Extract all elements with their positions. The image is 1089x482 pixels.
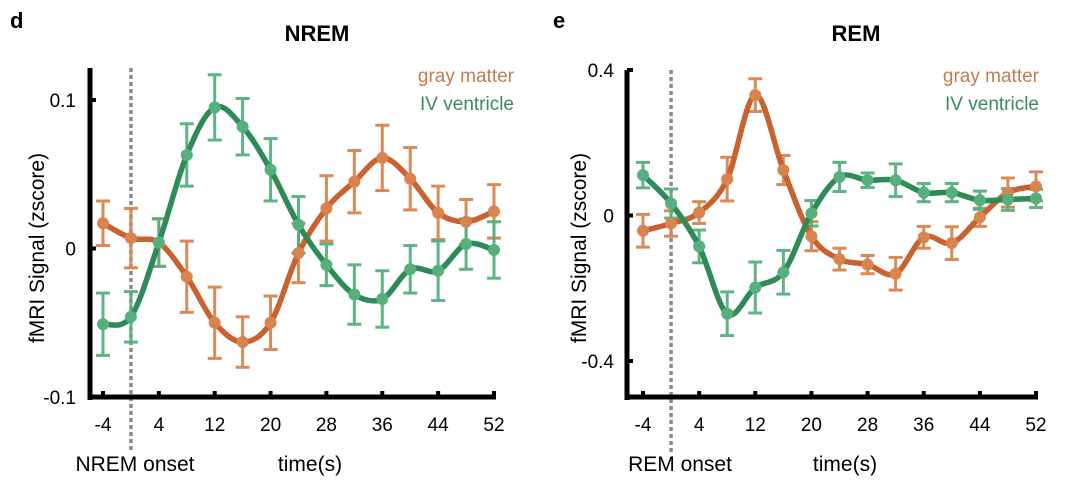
x-tick-label: 52 [1025, 415, 1046, 436]
y-tick-label: 0.1 [50, 91, 76, 112]
data-point-gray-matter [833, 253, 846, 266]
data-point-gray-matter [97, 217, 109, 230]
x-tick-label: 12 [204, 415, 225, 436]
x-tick-label: 4 [694, 415, 705, 436]
data-point-iv-ventricle [805, 207, 818, 220]
data-point-iv-ventricle [124, 310, 137, 323]
data-point-iv-ventricle [97, 318, 109, 331]
data-point-iv-ventricle [348, 288, 361, 301]
x-tick-label: 28 [857, 415, 878, 436]
data-point-iv-ventricle [1030, 192, 1042, 205]
x-axis-label: time(s) [278, 453, 342, 476]
data-point-iv-ventricle [236, 120, 249, 133]
data-point-iv-ventricle [917, 186, 930, 199]
data-point-gray-matter [376, 151, 389, 164]
x-tick-label: 52 [483, 415, 504, 436]
data-point-iv-ventricle [861, 174, 874, 187]
data-point-iv-ventricle [320, 258, 333, 271]
data-point-gray-matter [236, 336, 249, 349]
data-point-iv-ventricle [889, 174, 902, 187]
data-point-iv-ventricle [973, 194, 986, 207]
data-point-gray-matter [973, 211, 986, 224]
data-point-gray-matter [749, 89, 762, 102]
data-point-iv-ventricle [432, 264, 445, 277]
x-tick-label: 20 [260, 415, 281, 436]
x-tick-label: -4 [95, 415, 112, 436]
data-point-iv-ventricle [693, 240, 706, 253]
data-point-gray-matter [777, 164, 790, 177]
data-point-iv-ventricle [1001, 193, 1014, 206]
data-point-iv-ventricle [777, 266, 790, 279]
x-axis-label: time(s) [813, 453, 877, 476]
x-tick-label: 44 [428, 415, 450, 436]
data-point-gray-matter [208, 316, 221, 329]
data-point-gray-matter [124, 232, 137, 245]
data-point-gray-matter [488, 205, 500, 218]
data-point-gray-matter [348, 175, 361, 188]
data-point-iv-ventricle [292, 218, 305, 231]
data-point-gray-matter [917, 231, 930, 244]
panel-letter: e [553, 8, 565, 33]
data-point-iv-ventricle [488, 243, 500, 256]
data-point-gray-matter [460, 215, 473, 228]
data-point-gray-matter [320, 202, 333, 215]
data-point-iv-ventricle [833, 170, 846, 183]
legend-iv-ventricle: IV ventricle [420, 94, 514, 115]
data-point-gray-matter [889, 267, 902, 280]
legend-iv-ventricle: IV ventricle [945, 94, 1039, 115]
x-tick-label: 36 [372, 415, 393, 436]
legend-gray-matter: gray matter [418, 66, 515, 87]
data-point-iv-ventricle [721, 307, 734, 320]
series-iv-ventricle [636, 160, 1043, 338]
y-tick-label: -0.1 [43, 388, 76, 409]
chart-title: REM [832, 21, 881, 46]
data-point-gray-matter [404, 172, 417, 185]
data-point-gray-matter [637, 224, 649, 237]
legend-gray-matter: gray matter [943, 66, 1040, 87]
x-tick-label: 28 [316, 415, 337, 436]
data-point-gray-matter [180, 270, 193, 283]
data-point-iv-ventricle [404, 263, 417, 276]
data-point-iv-ventricle [749, 281, 762, 294]
onset-label: NREM onset [75, 453, 194, 476]
data-point-gray-matter [432, 206, 445, 219]
data-point-iv-ventricle [152, 236, 165, 249]
x-tick-label: 20 [801, 415, 822, 436]
data-point-gray-matter [861, 258, 874, 271]
data-point-iv-ventricle [460, 238, 473, 251]
data-point-iv-ventricle [180, 148, 193, 161]
data-point-gray-matter [1030, 180, 1042, 193]
data-point-gray-matter [721, 173, 734, 186]
y-axis-label: fMRI Signal (zscore) [568, 153, 591, 343]
data-point-gray-matter [292, 246, 305, 259]
x-tick-label: -4 [635, 415, 652, 436]
x-tick-label: 12 [745, 415, 766, 436]
chart-title: NREM [285, 21, 350, 46]
data-point-iv-ventricle [376, 292, 389, 305]
x-tick-label: 44 [969, 415, 991, 436]
y-tick-label: 0.4 [588, 61, 615, 82]
y-tick-label: -0.4 [581, 352, 614, 373]
x-tick-label: 36 [913, 415, 934, 436]
y-tick-label: 0 [65, 240, 76, 261]
series-gray-matter [96, 123, 501, 369]
onset-label: REM onset [628, 453, 732, 476]
panel-letter: d [10, 8, 23, 33]
y-axis-label: fMRI Signal (zscore) [26, 153, 49, 343]
x-tick-label: 4 [154, 415, 165, 436]
data-point-gray-matter [805, 230, 818, 243]
data-point-gray-matter [945, 237, 958, 250]
data-point-iv-ventricle [208, 101, 221, 114]
data-point-iv-ventricle [264, 163, 277, 176]
data-point-iv-ventricle [945, 186, 958, 199]
data-point-gray-matter [264, 316, 277, 329]
y-tick-label: 0 [603, 207, 614, 228]
panel-d-nrem: d NREM gray matter IV ventricle fMRI Sig… [10, 8, 515, 476]
data-point-gray-matter [693, 206, 706, 219]
data-point-gray-matter [665, 217, 678, 230]
data-point-iv-ventricle [637, 169, 649, 182]
panel-e-rem: e REM gray matter IV ventricle fMRI Sign… [553, 8, 1047, 476]
data-point-iv-ventricle [665, 197, 678, 210]
